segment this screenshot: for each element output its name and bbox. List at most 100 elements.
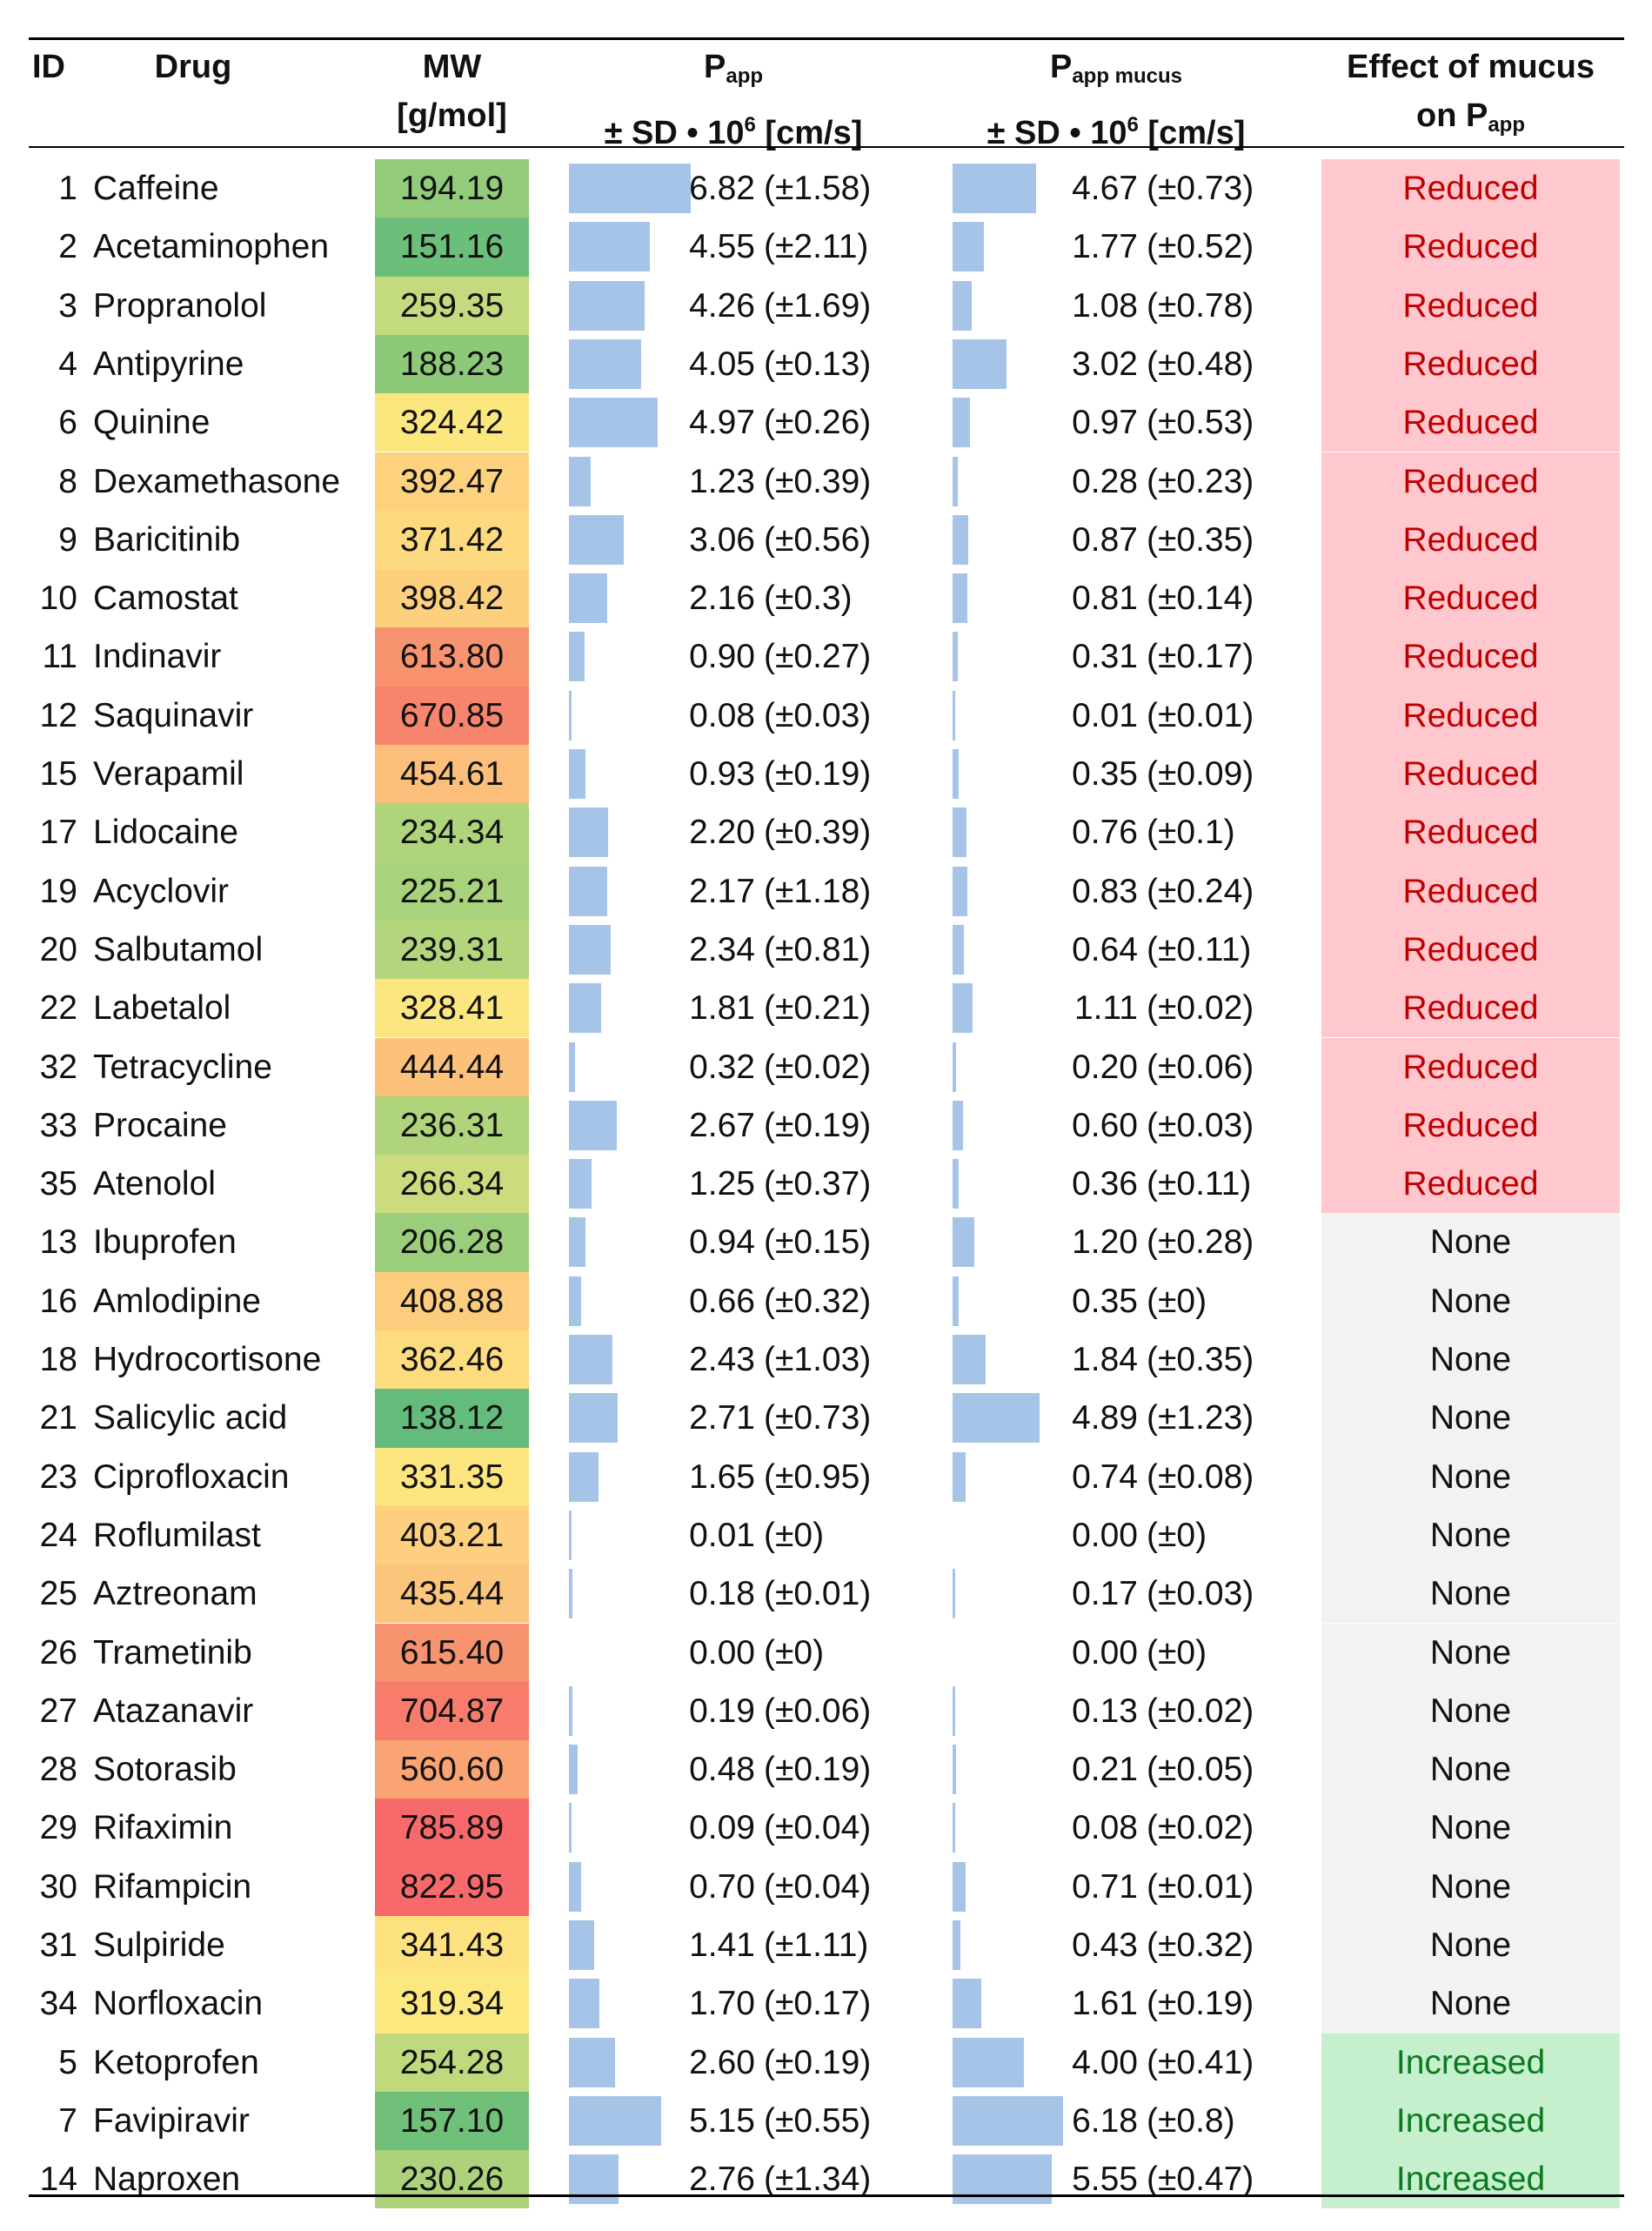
- cell-papp-mucus-sd: (±0.08): [1147, 1457, 1254, 1496]
- cell-papp-value: 2.43: [689, 1341, 755, 1378]
- cell-effect: None: [1321, 1916, 1620, 1975]
- cell-drug: Salbutamol: [93, 930, 264, 968]
- cell-drug: Hydrocortisone: [93, 1341, 322, 1378]
- cell-papp-sd: (±0.04): [764, 1867, 872, 1906]
- cell-effect: None: [1321, 1681, 1620, 1741]
- papp-bar: [569, 1569, 572, 1619]
- cell-drug: Rifampicin: [93, 1867, 252, 1906]
- cell-effect: Reduced: [1321, 803, 1620, 862]
- cell-papp-value: 2.71: [689, 1399, 755, 1437]
- cell-papp-mucus-sd: (±0.11): [1147, 1165, 1252, 1203]
- cell-id: 9: [58, 520, 77, 559]
- papp-bar: [569, 2095, 661, 2146]
- cell-papp-sd: (±1.03): [764, 1341, 872, 1378]
- cell-mw: 560.60: [375, 1740, 529, 1799]
- cell-papp-mucus-sd: (±0.01): [1147, 696, 1254, 734]
- cell-papp-value: 1.23: [689, 462, 755, 500]
- papp-bar: [569, 573, 608, 624]
- cell-drug: Tetracycline: [93, 1048, 272, 1086]
- table-row: 25 Aztreonam 435.44 0.18 (±0.01) 0.17 (±0.03) N…: [29, 1564, 1624, 1624]
- cell-mw: 234.34: [375, 803, 529, 862]
- table-row: 13 Ibuprofen 206.28 0.94 (±0.15) 1.20 (±0.28) N…: [29, 1213, 1624, 1272]
- cell-papp-value: 0.48: [689, 1751, 755, 1789]
- papp-bar: [569, 398, 658, 448]
- papp-mucus-bar: [953, 1803, 955, 1853]
- cell-papp-value: 1.25: [689, 1165, 755, 1203]
- cell-papp-mucus-sd: (±0.19): [1147, 1985, 1254, 2023]
- cell-drug: Atenolol: [93, 1165, 216, 1203]
- cell-papp-mucus-value: 0.20: [1072, 1048, 1138, 1086]
- header-rule: [29, 146, 1624, 148]
- cell-papp-mucus-value: 1.61: [1072, 1985, 1138, 2023]
- cell-effect: Reduced: [1321, 1095, 1620, 1156]
- cell-mw: 704.87: [375, 1681, 529, 1741]
- cell-papp-mucus-value: 4.00: [1072, 2043, 1138, 2081]
- cell-id: 2: [58, 228, 77, 266]
- cell-id: 14: [39, 2161, 77, 2199]
- papp-mucus-bar: [953, 514, 968, 565]
- cell-id: 23: [39, 1457, 77, 1496]
- cell-papp-value: 0.93: [689, 755, 755, 793]
- cell-drug: Favipiravir: [93, 2101, 250, 2140]
- papp-bar: [569, 1335, 612, 1384]
- papp-mucus-bar: [953, 2037, 1024, 2087]
- table-row: 16 Amlodipine 408.88 0.66 (±0.32) 0.35 (±0) Non…: [29, 1271, 1624, 1330]
- cell-papp-mucus-value: 0.21: [1072, 1751, 1138, 1789]
- cell-papp-mucus-sd: (±0.02): [1147, 1809, 1254, 1847]
- papp-mucus-bar: [953, 866, 967, 916]
- cell-effect: None: [1321, 1564, 1620, 1624]
- table-row: 19 Acyclovir 225.21 2.17 (±1.18) 0.83 (±0.24) R…: [29, 861, 1624, 921]
- cell-papp-mucus-value: 0.00: [1072, 1516, 1138, 1554]
- cell-papp-mucus-sd: (±0.03): [1147, 1106, 1254, 1144]
- cell-papp-mucus-sd: (±0.06): [1147, 1048, 1254, 1086]
- papp-bar: [569, 1920, 594, 1970]
- cell-papp-mucus-value: 0.87: [1072, 520, 1138, 559]
- cell-papp-value: 4.55: [689, 228, 755, 266]
- cell-effect: None: [1321, 1799, 1620, 1858]
- cell-id: 13: [39, 1223, 77, 1262]
- cell-drug: Atazanavir: [93, 1692, 254, 1730]
- cell-papp-mucus-sd: (±0.32): [1147, 1926, 1254, 1964]
- cell-effect: Reduced: [1321, 745, 1620, 804]
- table-row: 7 Favipiravir 157.10 5.15 (±0.55) 6.18 (±0.8) I…: [29, 2091, 1624, 2151]
- cell-papp-mucus-sd: (±0.11): [1147, 930, 1252, 968]
- cell-mw: 785.89: [375, 1799, 529, 1858]
- papp-bar: [569, 2037, 616, 2087]
- papp-bar: [569, 1451, 599, 1502]
- cell-effect: None: [1321, 1271, 1620, 1330]
- cell-papp-mucus-value: 4.89: [1072, 1399, 1138, 1437]
- table-row: 12 Saquinavir 670.85 0.08 (±0.03) 0.01 (±0.01)…: [29, 686, 1624, 745]
- table-row: 11 Indinavir 613.80 0.90 (±0.27) 0.31 (±0.17) R…: [29, 627, 1624, 687]
- table-row: 1 Caffeine 194.19 6.82 (±1.58) 4.67 (±0.73) Red…: [29, 159, 1624, 218]
- table-row: 3 Propranolol 259.35 4.26 (±1.69) 1.08 (±0.78)…: [29, 276, 1624, 335]
- cell-id: 3: [58, 286, 77, 325]
- cell-papp-value: 0.00: [689, 1633, 755, 1672]
- cell-papp-value: 4.97: [689, 404, 755, 442]
- cell-papp-sd: (±0.95): [764, 1457, 872, 1496]
- cell-effect: None: [1321, 1857, 1620, 1916]
- cell-mw: 259.35: [375, 276, 529, 335]
- cell-papp-sd: (±0.19): [764, 755, 872, 793]
- papp-mucus-bar: [953, 1685, 955, 1736]
- cell-papp-mucus-sd: (±0.09): [1147, 755, 1254, 793]
- table-row: 24 Roflumilast 403.21 0.01 (±0) 0.00 (±0) None: [29, 1505, 1624, 1565]
- cell-papp-value: 2.20: [689, 814, 755, 852]
- cell-papp-mucus-sd: (±0.48): [1147, 345, 1254, 383]
- cell-mw: 225.21: [375, 861, 529, 921]
- papp-mucus-bar: [953, 1979, 981, 2029]
- cell-id: 16: [39, 1282, 77, 1320]
- table-row: 20 Salbutamol 239.31 2.34 (±0.81) 0.64 (±0.11)…: [29, 920, 1624, 980]
- papp-mucus-bar: [953, 222, 985, 272]
- cell-papp-value: 4.05: [689, 345, 755, 383]
- cell-id: 31: [39, 1926, 77, 1964]
- cell-effect: Reduced: [1321, 627, 1620, 687]
- cell-mw: 444.44: [375, 1037, 529, 1096]
- cell-drug: Rifaximin: [93, 1809, 233, 1847]
- table-header: ID Drug MW [g/mol] Papp ± SD • 106 [cm/s…: [29, 37, 1624, 151]
- cell-mw: 371.42: [375, 510, 529, 570]
- papp-mucus-bar: [953, 1451, 966, 1502]
- papp-bar: [569, 1276, 581, 1326]
- cell-id: 27: [39, 1692, 77, 1730]
- cell-papp-value: 0.18: [689, 1575, 755, 1613]
- table-row: 28 Sotorasib 560.60 0.48 (±0.19) 0.21 (±0.05) N…: [29, 1740, 1624, 1799]
